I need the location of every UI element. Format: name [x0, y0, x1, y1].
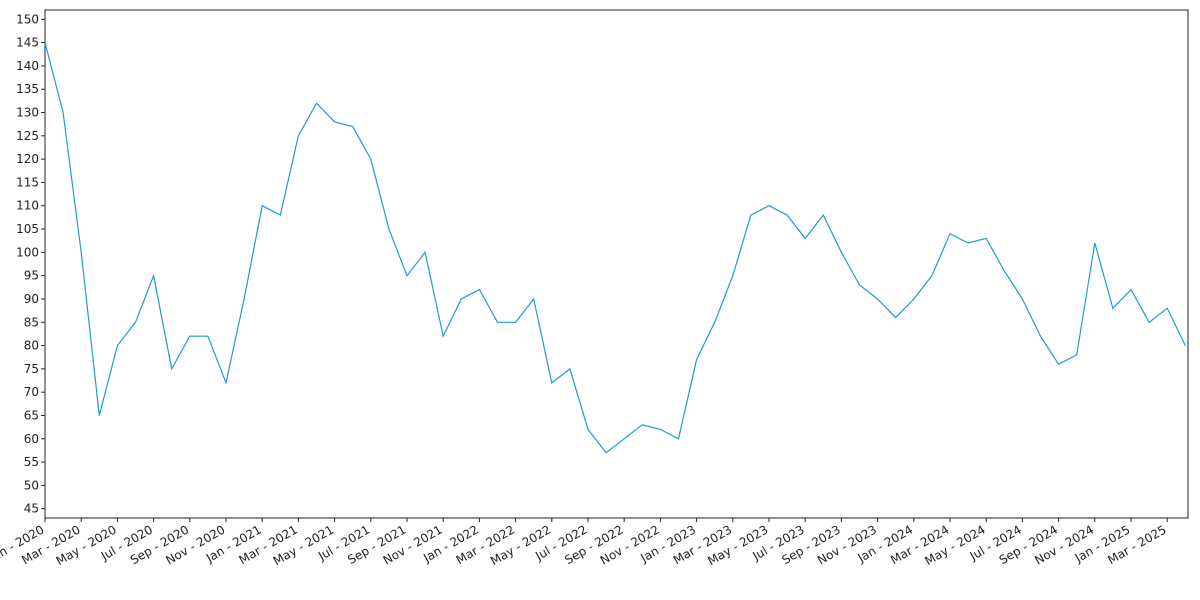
y-tick-label: 140 [16, 59, 39, 73]
y-tick-label: 120 [16, 152, 39, 166]
y-tick-label: 150 [16, 12, 39, 26]
y-tick-label: 60 [24, 432, 39, 446]
y-tick-label: 65 [24, 408, 39, 422]
y-tick-label: 105 [16, 222, 39, 236]
y-tick-label: 55 [24, 455, 39, 469]
y-tick-label: 80 [24, 339, 39, 353]
y-tick-label: 70 [24, 385, 39, 399]
y-tick-label: 45 [24, 502, 39, 516]
y-tick-label: 95 [24, 269, 39, 283]
y-tick-label: 145 [16, 36, 39, 50]
y-tick-label: 75 [24, 362, 39, 376]
y-tick-label: 85 [24, 315, 39, 329]
plot-frame [44, 9, 1189, 519]
y-tick-label: 110 [16, 199, 39, 213]
y-tick-label: 125 [16, 129, 39, 143]
line-series [44, 42, 1186, 454]
y-tick-label: 135 [16, 82, 39, 96]
y-tick-label: 90 [24, 292, 39, 306]
y-tick-label: 115 [16, 175, 39, 189]
y-tick-label: 50 [24, 478, 39, 492]
y-tick-label: 100 [16, 245, 39, 259]
y-tick-label: 130 [16, 106, 39, 120]
